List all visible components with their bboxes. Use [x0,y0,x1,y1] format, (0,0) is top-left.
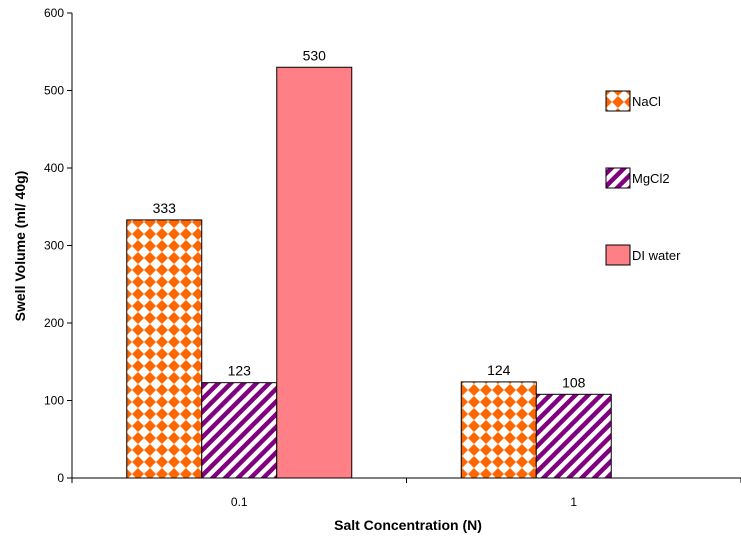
data-label: 108 [562,374,586,390]
legend: NaCl MgCl2 DI water [605,90,681,266]
x-tick-label: 1 [570,495,577,509]
data-label: 123 [228,363,252,379]
bar-nacl [126,219,203,479]
bar-mgcl2 [201,382,278,479]
legend-swatch-nacl [605,90,631,112]
y-tick-label: 500 [44,84,64,98]
bar-nacl [460,381,537,479]
data-label: 530 [303,47,327,63]
legend-label-mgcl2: MgCl2 [632,171,670,186]
data-labels: 333 123 530 124 108 [153,47,586,390]
y-ticks: 0 100 200 300 400 500 600 [44,6,72,485]
y-tick-label: 600 [44,6,64,20]
legend-label-di-water: DI water [632,248,681,263]
y-tick-label: 200 [44,316,64,330]
x-axis-title: Salt Concentration (N) [334,517,482,533]
bars [126,66,612,479]
legend-swatch-mgcl2 [605,167,631,189]
y-axis-title: Swell Volume (ml/ 40g) [12,171,28,322]
legend-swatch-di-water [605,244,631,266]
bar-mgcl2 [535,393,612,479]
y-tick-label: 0 [57,471,64,485]
bar-di-water [276,66,353,479]
legend-label-nacl: NaCl [632,94,661,109]
x-ticks: 0.1 1 [71,478,741,509]
x-tick-label: 0.1 [231,495,248,509]
y-tick-label: 400 [44,161,64,175]
y-tick-label: 100 [44,394,64,408]
data-label: 333 [153,200,177,216]
data-label: 124 [487,362,511,378]
y-tick-label: 300 [44,239,64,253]
